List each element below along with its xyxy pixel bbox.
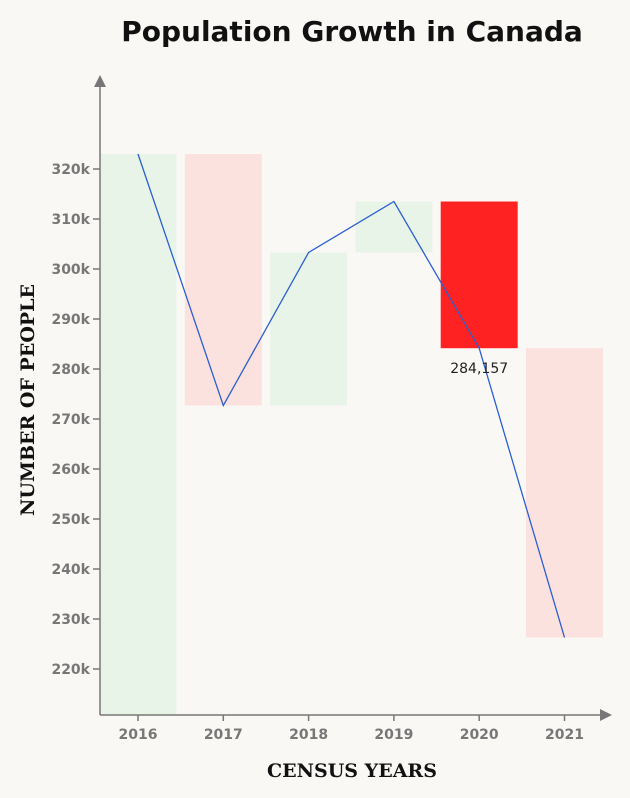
labels-group: 284,157 xyxy=(450,361,508,377)
x-tick-label: 2021 xyxy=(545,727,584,743)
y-axis-title: NUMBER OF PEOPLE xyxy=(17,284,39,516)
bars-group xyxy=(99,154,603,715)
x-tick-label: 2016 xyxy=(119,727,158,743)
y-tick-label: 270k xyxy=(51,412,90,428)
chart-title: Population Growth in Canada xyxy=(121,15,583,48)
y-tick-label: 280k xyxy=(51,362,90,378)
bar-2016 xyxy=(99,154,177,715)
axes-group: 220k 230k 240k 250k 260k 270k 280k 290k 300k 310k… xyxy=(51,75,612,743)
y-tick-label: 240k xyxy=(51,562,90,578)
y-tick-label: 300k xyxy=(51,262,90,278)
bar-2019 xyxy=(355,201,433,253)
bar-2017 xyxy=(184,154,262,406)
x-axis-arrow xyxy=(600,709,612,721)
trend-line xyxy=(137,153,566,638)
y-axis-arrow xyxy=(94,75,106,87)
y-tick-label: 320k xyxy=(51,162,90,178)
y-tick-label: 250k xyxy=(51,512,90,528)
data-label-2020: 284,157 xyxy=(450,361,508,377)
y-tick-label: 220k xyxy=(51,662,90,678)
y-tick-label: 290k xyxy=(51,312,90,328)
bar-2018 xyxy=(270,252,348,406)
x-tick-label: 2017 xyxy=(204,727,243,743)
x-tick-label: 2020 xyxy=(460,727,499,743)
x-tick-label: 2018 xyxy=(289,727,328,743)
x-axis-title: CENSUS YEARS xyxy=(267,760,437,782)
y-tick-label: 260k xyxy=(51,462,90,478)
y-tick-label: 310k xyxy=(51,212,90,228)
trend-line-group xyxy=(137,153,566,638)
bar-2020 xyxy=(440,201,518,349)
bar-2021 xyxy=(526,348,603,638)
x-tick-label: 2019 xyxy=(374,727,413,743)
y-tick-label: 230k xyxy=(51,612,90,628)
